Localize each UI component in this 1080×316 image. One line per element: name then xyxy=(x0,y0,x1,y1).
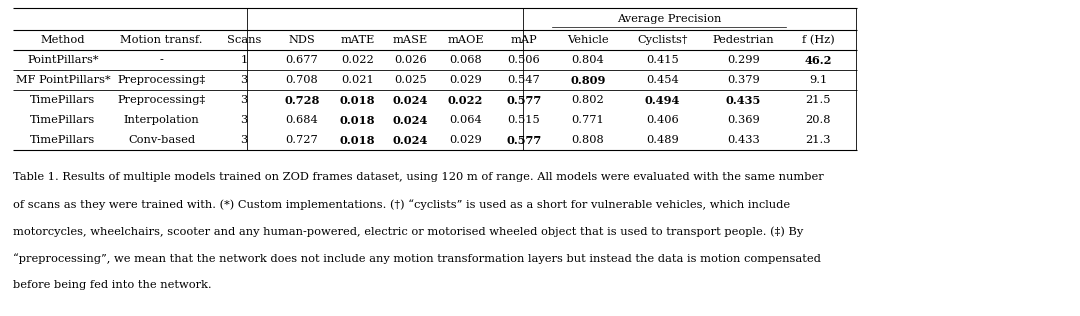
Text: 0.406: 0.406 xyxy=(646,115,679,125)
Text: 0.515: 0.515 xyxy=(508,115,540,125)
Text: 0.808: 0.808 xyxy=(571,135,605,145)
Text: 0.415: 0.415 xyxy=(646,55,679,65)
Text: 0.018: 0.018 xyxy=(340,114,375,125)
Text: Pedestrian: Pedestrian xyxy=(713,35,774,46)
Text: 0.577: 0.577 xyxy=(507,135,542,145)
Text: Scans: Scans xyxy=(227,35,261,46)
Text: 3: 3 xyxy=(241,75,247,85)
Text: 0.577: 0.577 xyxy=(507,94,542,106)
Text: Preprocessing‡: Preprocessing‡ xyxy=(118,75,205,85)
Text: MF PointPillars*: MF PointPillars* xyxy=(16,75,110,85)
Text: mAOE: mAOE xyxy=(447,35,484,46)
Text: Average Precision: Average Precision xyxy=(617,15,721,24)
Text: Method: Method xyxy=(41,35,85,46)
Text: 9.1: 9.1 xyxy=(809,75,827,85)
Text: 0.029: 0.029 xyxy=(449,75,482,85)
Text: Table 1. Results of multiple models trained on ZOD frames dataset, using 120 m o: Table 1. Results of multiple models trai… xyxy=(13,172,824,182)
Text: Motion transf.: Motion transf. xyxy=(120,35,203,46)
Text: Preprocessing‡: Preprocessing‡ xyxy=(118,95,205,105)
Text: 0.708: 0.708 xyxy=(285,75,319,85)
Text: 3: 3 xyxy=(241,95,247,105)
Text: 0.547: 0.547 xyxy=(508,75,540,85)
Text: mAP: mAP xyxy=(511,35,538,46)
Text: 0.018: 0.018 xyxy=(340,94,375,106)
Text: 0.684: 0.684 xyxy=(285,115,319,125)
Text: 0.299: 0.299 xyxy=(727,55,760,65)
Text: 0.728: 0.728 xyxy=(284,94,320,106)
Text: 0.809: 0.809 xyxy=(570,75,606,86)
Text: 0.021: 0.021 xyxy=(341,75,374,85)
Text: Vehicle: Vehicle xyxy=(567,35,609,46)
Text: Conv-based: Conv-based xyxy=(127,135,195,145)
Text: TimePillars: TimePillars xyxy=(30,95,96,105)
Text: 3: 3 xyxy=(241,115,247,125)
Text: 0.771: 0.771 xyxy=(571,115,605,125)
Text: 0.022: 0.022 xyxy=(448,94,483,106)
Text: 1: 1 xyxy=(241,55,247,65)
Text: 0.804: 0.804 xyxy=(571,55,605,65)
Text: mASE: mASE xyxy=(393,35,428,46)
Text: of scans as they were trained with. (*) Custom implementations. (†) “cyclists” i: of scans as they were trained with. (*) … xyxy=(13,199,791,210)
Text: 0.018: 0.018 xyxy=(340,135,375,145)
Text: 21.5: 21.5 xyxy=(806,95,831,105)
Text: 0.489: 0.489 xyxy=(646,135,679,145)
Text: TimePillars: TimePillars xyxy=(30,115,96,125)
Text: motorcycles, wheelchairs, scooter and any human-powered, electric or motorised w: motorcycles, wheelchairs, scooter and an… xyxy=(13,226,804,237)
Text: 0.433: 0.433 xyxy=(727,135,760,145)
Text: 0.022: 0.022 xyxy=(341,55,374,65)
Text: TimePillars: TimePillars xyxy=(30,135,96,145)
Text: Interpolation: Interpolation xyxy=(123,115,200,125)
Text: 0.068: 0.068 xyxy=(449,55,482,65)
Text: 0.024: 0.024 xyxy=(393,114,428,125)
Text: 21.3: 21.3 xyxy=(806,135,831,145)
Text: 0.454: 0.454 xyxy=(646,75,679,85)
Text: 0.024: 0.024 xyxy=(393,135,428,145)
Text: 0.506: 0.506 xyxy=(508,55,540,65)
Text: Cyclists†: Cyclists† xyxy=(637,35,688,46)
Text: 0.677: 0.677 xyxy=(285,55,319,65)
Text: 0.494: 0.494 xyxy=(645,94,680,106)
Text: 20.8: 20.8 xyxy=(806,115,831,125)
Text: 0.435: 0.435 xyxy=(726,94,761,106)
Text: 46.2: 46.2 xyxy=(805,54,832,65)
Text: before being fed into the network.: before being fed into the network. xyxy=(13,280,212,290)
Text: 0.802: 0.802 xyxy=(571,95,605,105)
Text: 0.727: 0.727 xyxy=(285,135,319,145)
Text: 0.024: 0.024 xyxy=(393,94,428,106)
Text: PointPillars*: PointPillars* xyxy=(27,55,98,65)
Text: -: - xyxy=(160,55,163,65)
Text: 0.025: 0.025 xyxy=(394,75,427,85)
Text: 0.379: 0.379 xyxy=(727,75,760,85)
Text: “preprocessing”, we mean that the network does not include any motion transforma: “preprocessing”, we mean that the networ… xyxy=(13,253,821,264)
Text: 0.369: 0.369 xyxy=(727,115,760,125)
Text: 0.029: 0.029 xyxy=(449,135,482,145)
Text: NDS: NDS xyxy=(288,35,315,46)
Text: mATE: mATE xyxy=(340,35,375,46)
Text: 0.064: 0.064 xyxy=(449,115,482,125)
Text: 0.026: 0.026 xyxy=(394,55,427,65)
Text: 3: 3 xyxy=(241,135,247,145)
Text: f (Hz): f (Hz) xyxy=(801,35,835,46)
